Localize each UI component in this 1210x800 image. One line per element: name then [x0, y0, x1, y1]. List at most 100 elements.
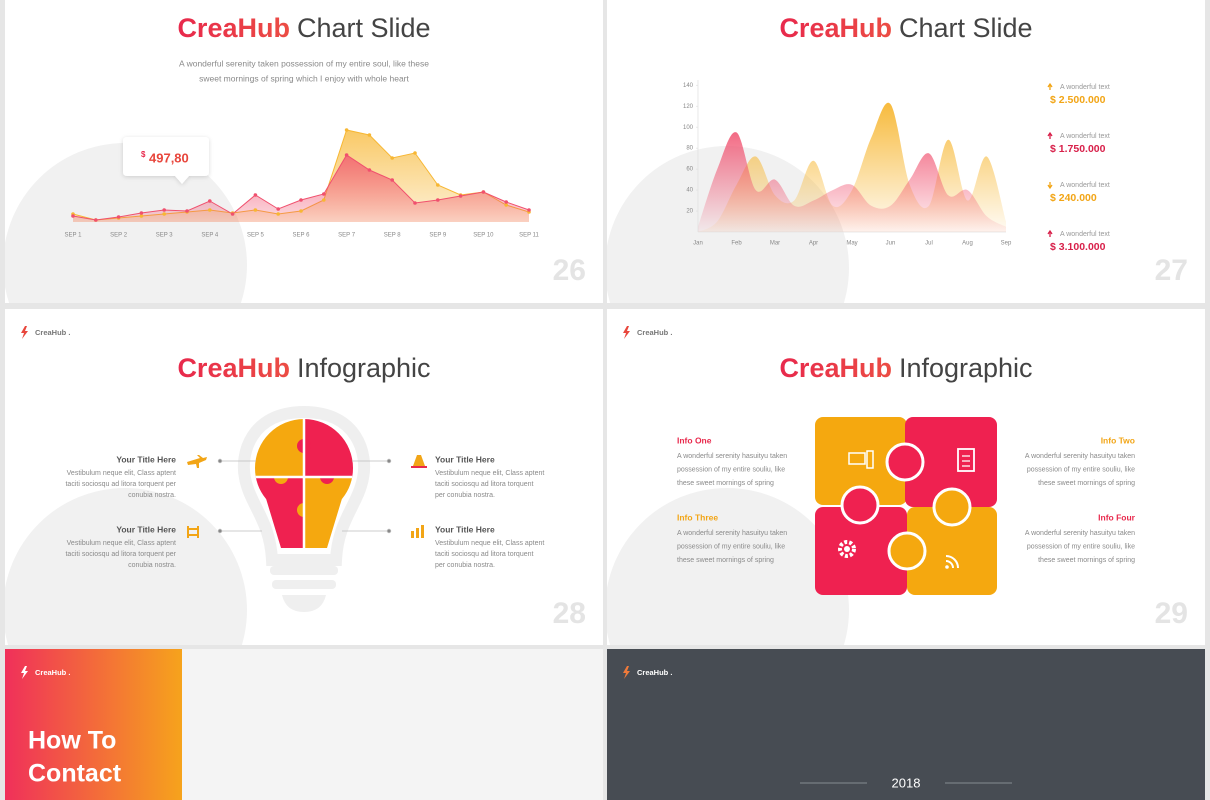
item-text: A wonderful serenity hasuityu taken: [677, 453, 787, 460]
area: [698, 132, 1006, 232]
slide-29: CreaHub . CreaHub Infographic Info One A w…: [607, 309, 1205, 645]
y-tick-label: 20: [686, 209, 693, 215]
item-text: possession of my entire souliu, like: [1027, 466, 1135, 473]
point: [208, 199, 212, 203]
point: [413, 151, 417, 155]
point: [367, 133, 372, 137]
point: [185, 209, 189, 213]
area: [73, 155, 529, 222]
logo: CreaHub .: [637, 668, 672, 677]
title-rest: Chart Slide: [297, 13, 431, 43]
point: [504, 200, 509, 204]
x-tick-label: Jan: [693, 241, 703, 247]
item-text: conubia nostra.: [128, 562, 176, 569]
stat-amount: $ 2.500.000: [1050, 94, 1106, 106]
slide-title: CreaHub Chart Slide: [779, 13, 1032, 43]
item-title: Info One: [677, 435, 712, 445]
x-tick-label: SEP 4: [201, 233, 219, 239]
stat-label: A wonderful text: [1060, 182, 1110, 189]
item-text: per conubia nostra.: [435, 492, 495, 499]
x-tick-label: SEP 2: [110, 233, 128, 239]
line-chart: SEP 1 SEP 2 SEP 3 SEP 4 SEP 5 SEP 6 SEP 7 SEP 8…: [65, 128, 540, 239]
slide-number: 26: [553, 254, 586, 287]
point: [208, 208, 212, 212]
point: [481, 190, 486, 194]
puzzle: [815, 417, 997, 595]
gradient-panel: [5, 649, 182, 800]
item-title: Info Four: [1098, 512, 1136, 522]
item-text: taciti sociosqu ad litora torquent per: [65, 481, 176, 488]
point: [299, 198, 303, 202]
title-brand: CreaHub: [779, 353, 892, 383]
item-icons: [187, 455, 427, 538]
x-tick-label: SEP 11: [519, 233, 539, 239]
y-tick-label: 60: [686, 167, 693, 173]
subtitle-line: sweet mornings of spring which I enjoy w…: [199, 73, 409, 83]
slide-title: CreaHub Infographic: [177, 353, 430, 383]
x-tick-label: Jun: [886, 241, 896, 247]
point: [162, 208, 166, 212]
items: Your Title Here Vestibulum neque elit, Cl…: [65, 454, 544, 569]
stats: A wonderful text $ 2.500.000 A wonderful t…: [1047, 82, 1110, 253]
point: [139, 214, 144, 218]
x-tick-label: Jul: [925, 241, 933, 247]
item-text: these sweet mornings of spring: [677, 557, 774, 564]
point: [94, 218, 98, 222]
point: [139, 211, 144, 215]
slide-31: CreaHub . 2018: [607, 649, 1205, 800]
slide-28: CreaHub . CreaHub Infographic: [5, 309, 603, 645]
callout-currency: $: [141, 150, 146, 159]
point: [116, 215, 121, 219]
slide-number: 27: [1155, 254, 1188, 287]
y-tick-label: 140: [683, 83, 694, 89]
y-tick-label: 100: [683, 125, 694, 131]
x-tick-label: SEP 8: [384, 233, 402, 239]
x-tick-label: Sep: [1001, 241, 1012, 247]
point: [253, 208, 258, 212]
point: [230, 212, 235, 216]
point: [458, 194, 463, 198]
item-text: Vestibulum neque elit, Class aptent: [435, 540, 544, 547]
stat-amount: $ 1.750.000: [1050, 143, 1106, 155]
decor-circle: [5, 488, 247, 645]
decor-circle: [5, 143, 247, 303]
title-rest: Infographic: [297, 353, 431, 383]
item-text: A wonderful serenity hasuityu taken: [677, 530, 787, 537]
x-tick-label: SEP 1: [65, 233, 83, 239]
point: [344, 128, 349, 132]
title-brand: CreaHub: [177, 13, 290, 43]
bulb: [237, 405, 371, 612]
point: [322, 198, 326, 202]
x-tick-label: Aug: [962, 241, 973, 247]
logo: CreaHub .: [637, 328, 672, 337]
stat-amount: $ 3.100.000: [1050, 241, 1106, 253]
item-text: possession of my entire souliu, like: [677, 466, 785, 473]
item-text: taciti sociosqu ad litora torquent per: [65, 551, 176, 558]
slide-bg: [607, 649, 1205, 800]
point: [276, 212, 281, 216]
point: [527, 208, 531, 212]
stat-label: A wonderful text: [1060, 133, 1110, 140]
items: Info One A wonderful serenity hasuityu ta…: [677, 435, 1136, 564]
title-rest: Chart Slide: [899, 13, 1033, 43]
item-title: Info Two: [1101, 435, 1135, 445]
item-text: Vestibulum neque elit, Class aptent: [67, 470, 176, 477]
trend-arrow: [1047, 229, 1053, 237]
item-text: A wonderful serenity hasuityu taken: [1025, 530, 1135, 537]
stat-amount: $ 240.000: [1050, 192, 1097, 204]
item-text: conubia nostra.: [128, 492, 176, 499]
item-title: Your Title Here: [435, 454, 495, 464]
trend-arrow: [1047, 131, 1053, 139]
item-text: per conubia nostra.: [435, 562, 495, 569]
point: [322, 192, 326, 196]
x-tick-label: May: [846, 241, 857, 247]
logo: CreaHub .: [35, 328, 70, 337]
stat-label: A wonderful text: [1060, 84, 1110, 91]
point: [276, 207, 281, 211]
title-rest: Infographic: [899, 353, 1033, 383]
item-text: Vestibulum neque elit, Class aptent: [435, 470, 544, 477]
point: [436, 198, 440, 202]
callout: [123, 137, 209, 184]
item-title: Your Title Here: [435, 524, 495, 534]
